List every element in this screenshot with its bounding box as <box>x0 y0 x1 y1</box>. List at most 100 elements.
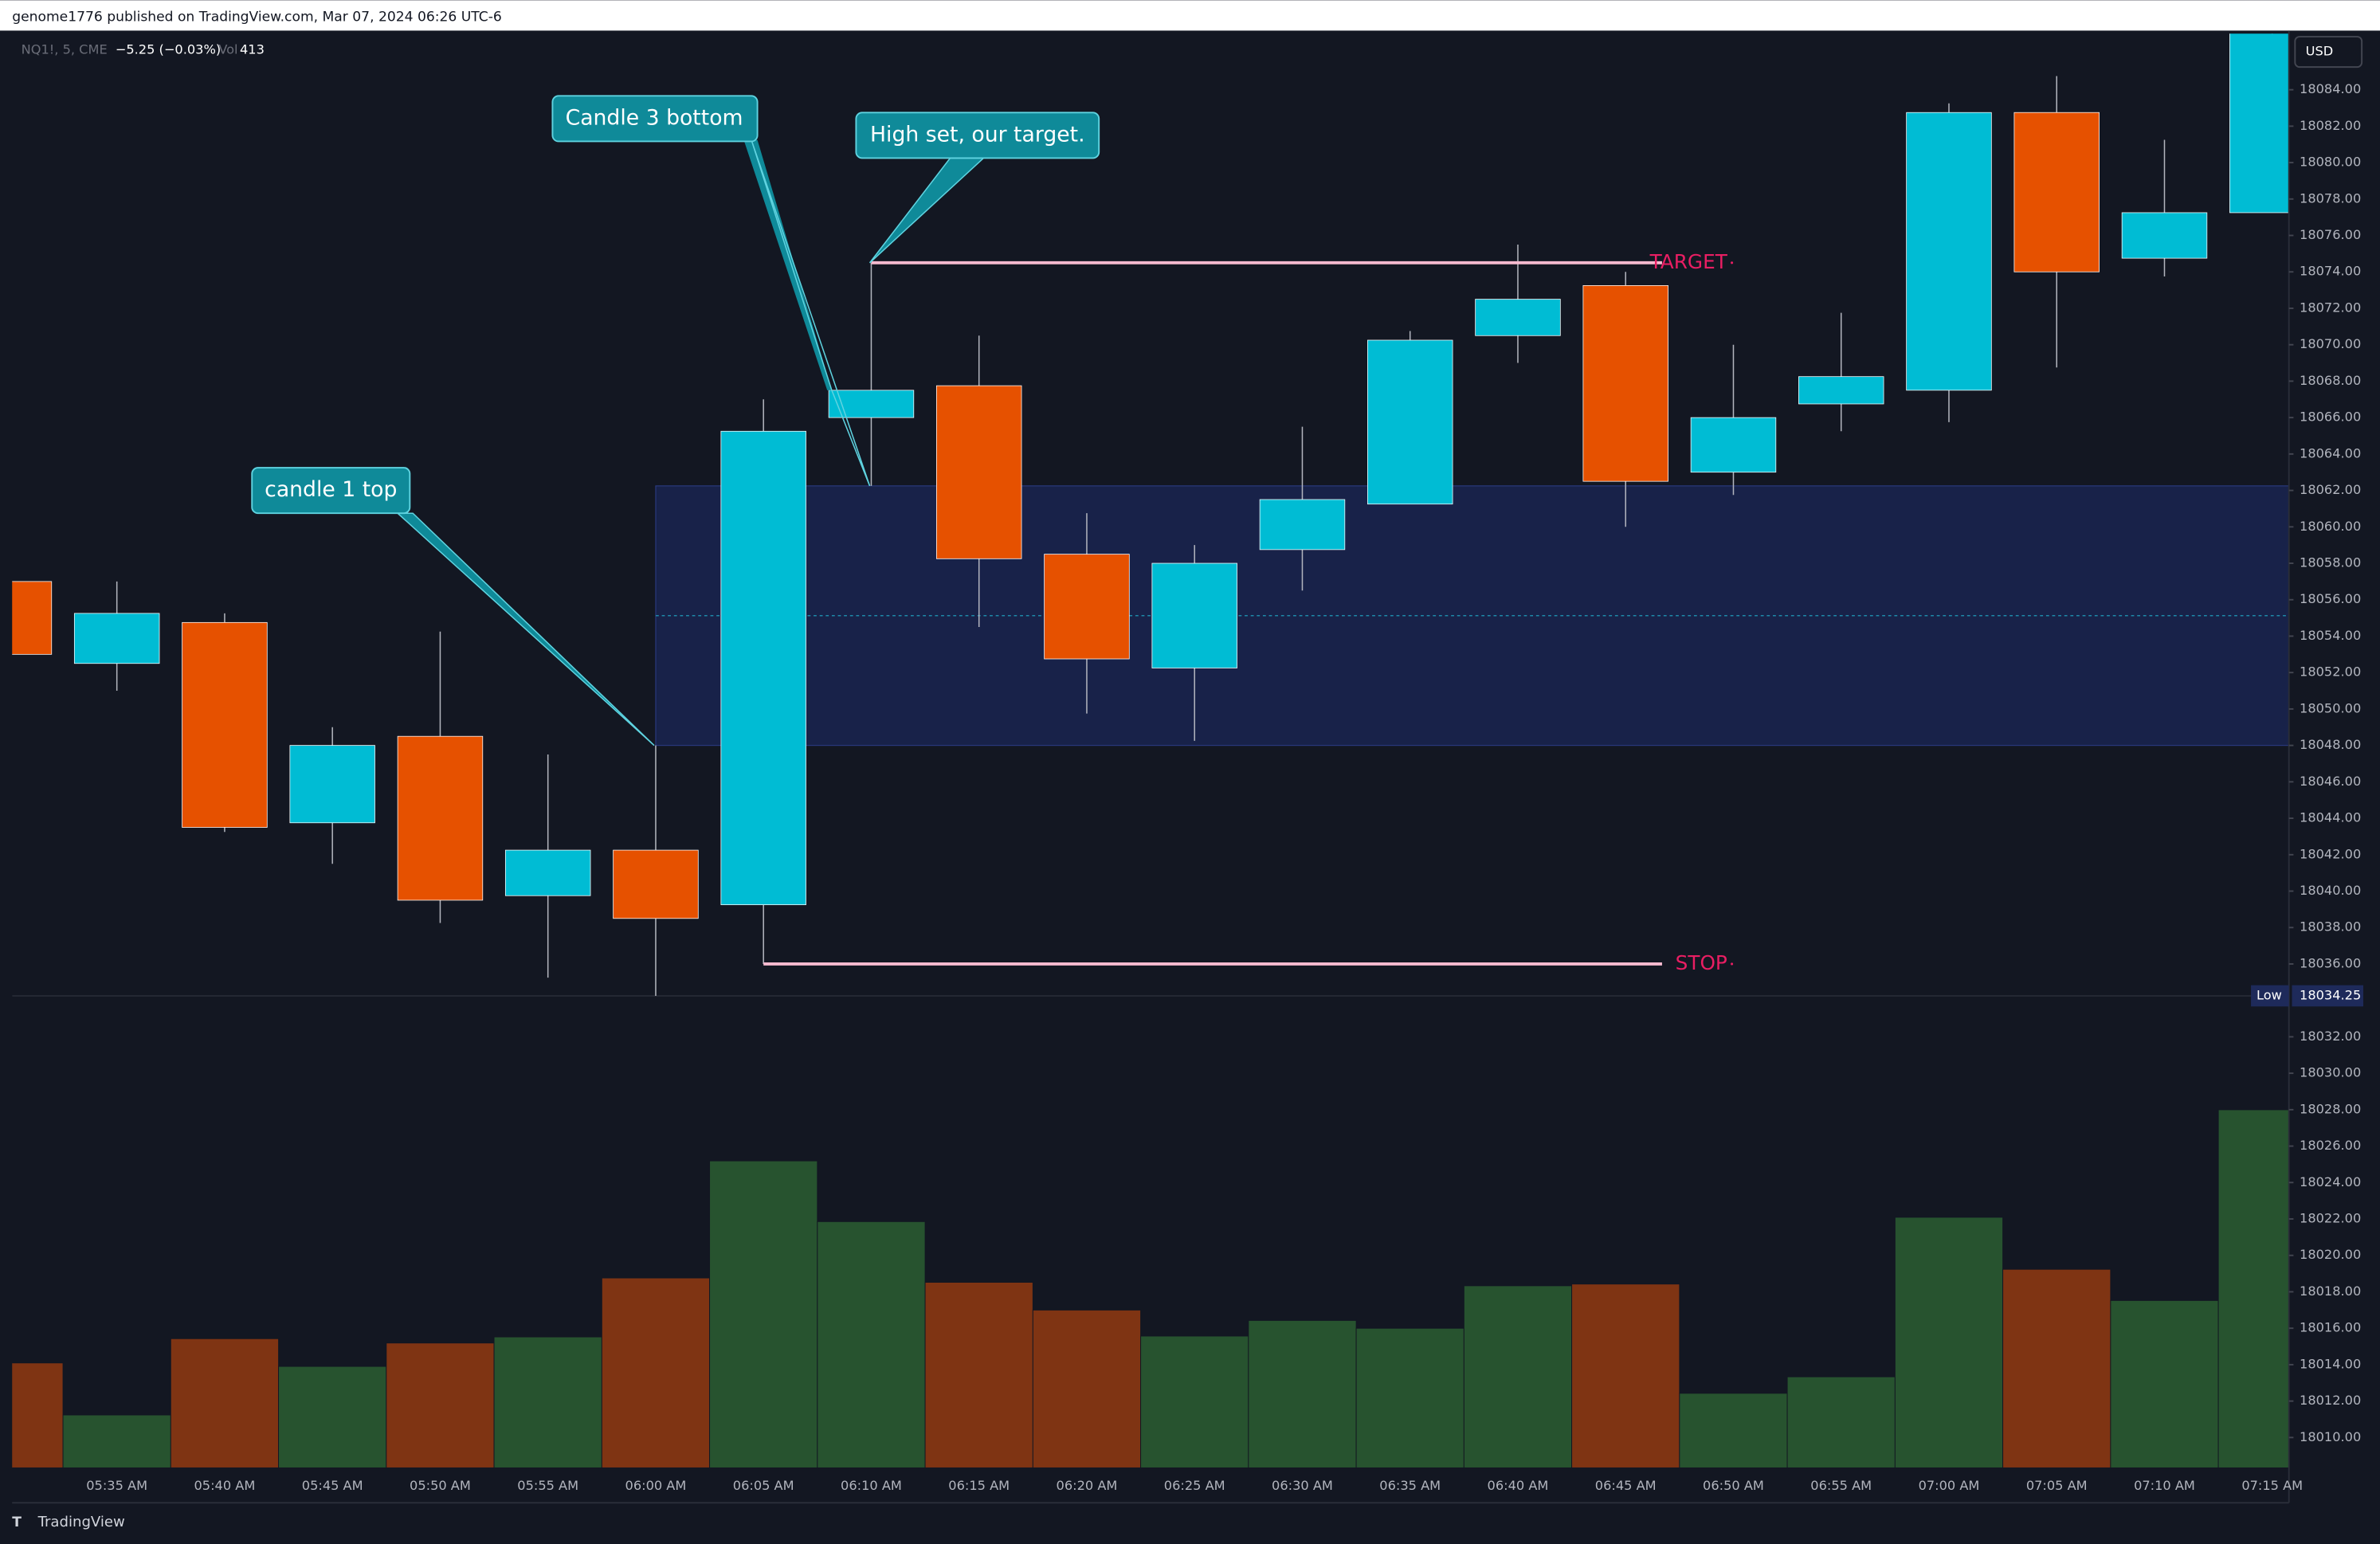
volume-bar <box>2002 1268 2111 1468</box>
volume-bar <box>1894 1217 2004 1468</box>
candle-body <box>828 390 915 418</box>
x-tick-label: 05:50 AM <box>410 1478 471 1493</box>
volume-bar <box>12 1362 64 1468</box>
y-tick-label: 18080.00 <box>2300 155 2361 170</box>
volume-bar <box>1679 1393 1788 1468</box>
x-tick-label: 06:50 AM <box>1703 1478 1764 1493</box>
y-tick-label: 18046.00 <box>2300 774 2361 789</box>
callout-box <box>251 467 411 515</box>
y-tick-label: 18070.00 <box>2300 336 2361 351</box>
volume-bar <box>1248 1319 1357 1468</box>
x-tick-label: 05:45 AM <box>302 1478 363 1493</box>
publish-info: genome1776 published on TradingView.com,… <box>12 9 502 25</box>
y-tick-label: 18038.00 <box>2300 919 2361 935</box>
y-tick-label: 18028.00 <box>2300 1101 2361 1116</box>
x-tick-label: 06:05 AM <box>733 1478 794 1493</box>
y-tick-label: 18062.00 <box>2300 482 2361 497</box>
volume-bar <box>2217 1109 2289 1468</box>
volume-bar <box>1355 1327 1464 1468</box>
candle-body <box>1582 285 1668 482</box>
candle-body <box>613 849 699 919</box>
y-tick-label: 18084.00 <box>2300 81 2361 96</box>
volume-bar <box>1463 1285 1573 1468</box>
y-tick-label: 18072.00 <box>2300 300 2361 315</box>
x-tick-label: 06:15 AM <box>948 1478 1010 1493</box>
volume-bar <box>1140 1335 1249 1468</box>
y-tick-label: 18022.00 <box>2300 1211 2361 1226</box>
candle-body <box>2013 112 2100 272</box>
candle-body <box>12 581 53 655</box>
annotations: Candle 3 bottom High set, our target. ca… <box>251 95 1100 747</box>
candle-body <box>1367 339 1453 505</box>
y-tick-label: 18056.00 <box>2300 591 2361 606</box>
callout-pointer <box>743 139 832 390</box>
y-tick-label: 18032.00 <box>2300 1029 2361 1044</box>
y-tick-label: 18024.00 <box>2300 1174 2361 1189</box>
callout-text: High set, our target. <box>870 122 1085 147</box>
candle-body <box>1259 499 1346 551</box>
stop-label: STOP <box>1676 951 1727 974</box>
low-tag <box>2251 985 2289 1007</box>
header-bar <box>0 0 2380 31</box>
volume-bar <box>709 1160 818 1468</box>
volume-bar <box>601 1277 711 1468</box>
target-dot <box>1731 261 1734 265</box>
candle-body <box>1475 299 1561 336</box>
candle-body <box>73 613 160 664</box>
volume-bar <box>817 1221 926 1468</box>
x-tick-label: 05:40 AM <box>194 1478 256 1493</box>
y-tick-label: 18060.00 <box>2300 519 2361 534</box>
y-tick-label: 18068.00 <box>2300 373 2361 388</box>
x-tick-label: 06:30 AM <box>1272 1478 1333 1493</box>
x-tick-label: 06:25 AM <box>1164 1478 1225 1493</box>
y-tick-label: 18042.00 <box>2300 846 2361 861</box>
x-tick-label: 07:15 AM <box>2241 1478 2303 1493</box>
candle-body <box>1690 417 1777 473</box>
y-tick-label: 18076.00 <box>2300 227 2361 242</box>
change: −5.25 (−0.03%) <box>116 42 221 57</box>
plot-area <box>12 33 2289 1468</box>
y-tick-label: 18018.00 <box>2300 1283 2361 1299</box>
candle-body <box>1906 112 1992 391</box>
callout-box <box>855 112 1100 159</box>
candle-body <box>2121 212 2208 259</box>
callout-pointer-line <box>751 139 871 487</box>
symbol: NQ1!, 5, CME <box>22 42 108 57</box>
y-tick-label: 18036.00 <box>2300 955 2361 970</box>
candle-body <box>504 849 591 896</box>
candle-body <box>1798 376 1884 405</box>
y-tick-label: 18052.00 <box>2300 664 2361 680</box>
currency-box[interactable] <box>2294 36 2363 69</box>
volume-bar <box>170 1338 280 1468</box>
candle-body <box>1044 554 1130 660</box>
y-tick-label: 18026.00 <box>2300 1138 2361 1153</box>
candle-body <box>2229 33 2289 214</box>
y-tick-label: 18054.00 <box>2300 628 2361 643</box>
y-tick-label: 18078.00 <box>2300 190 2361 206</box>
x-tick-label: 07:00 AM <box>1919 1478 1980 1493</box>
candle-body <box>720 430 806 906</box>
y-tick-label: 18012.00 <box>2300 1393 2361 1408</box>
volume-bar <box>1571 1283 1680 1468</box>
stop-dot <box>1731 962 1734 966</box>
y-tick-label: 18048.00 <box>2300 737 2361 752</box>
low-value-tag <box>2292 985 2364 1007</box>
volume-bar <box>1032 1309 1142 1468</box>
volume-bar <box>2110 1299 2219 1468</box>
y-tick-label: 18016.00 <box>2300 1320 2361 1335</box>
x-tick-label: 07:10 AM <box>2134 1478 2195 1493</box>
x-tick-label: 06:35 AM <box>1379 1478 1441 1493</box>
y-tick-label: 18064.00 <box>2300 445 2361 460</box>
x-tick-label: 06:45 AM <box>1595 1478 1657 1493</box>
volume-bar <box>924 1282 1033 1468</box>
vol-label: Vol <box>218 42 237 57</box>
y-tick-label: 18014.00 <box>2300 1356 2361 1371</box>
y-tick-label: 18074.00 <box>2300 264 2361 279</box>
y-tick-label: 18044.00 <box>2300 810 2361 825</box>
y-tick-label: 18040.00 <box>2300 883 2361 898</box>
target-label: TARGET <box>1649 250 1728 273</box>
candle-body <box>289 745 375 824</box>
x-tick-label: 06:20 AM <box>1057 1478 1118 1493</box>
candle-body <box>182 621 268 828</box>
